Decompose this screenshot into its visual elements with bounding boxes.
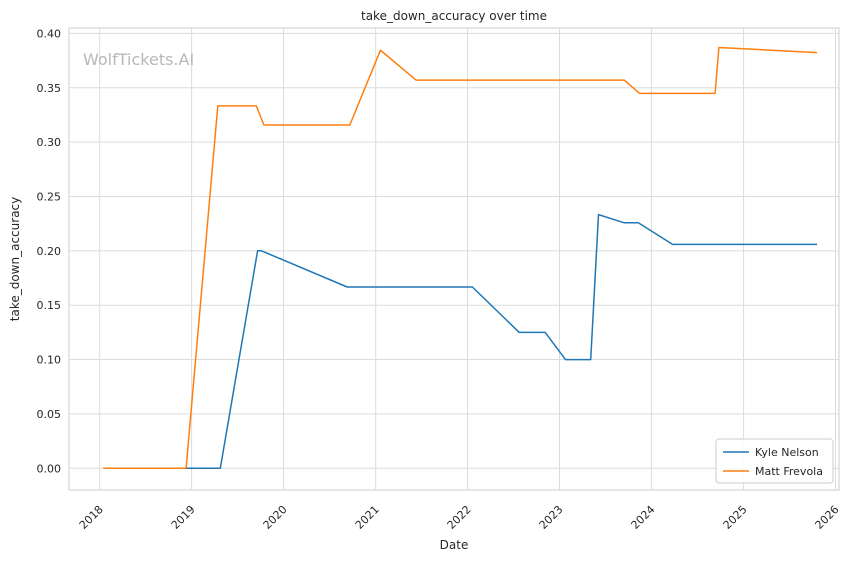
y-tick-label: 0.40 — [37, 27, 62, 40]
x-tick-label: 2019 — [169, 503, 198, 532]
grid-lines — [69, 28, 839, 490]
y-tick-label: 0.35 — [37, 82, 62, 95]
x-tick-label: 2020 — [261, 503, 290, 532]
y-axis-label: take_down_accuracy — [8, 197, 22, 321]
series-lines — [103, 46, 818, 470]
y-tick-label: 0.00 — [37, 462, 62, 475]
x-tick-labels: 2018 2019 2020 2021 2022 2023 2024 2025 2026 — [77, 503, 842, 532]
x-axis-label: Date — [440, 538, 469, 552]
x-tick-label: 2022 — [445, 503, 474, 532]
legend-label-kyle-nelson: Kyle Nelson — [755, 446, 819, 459]
y-tick-label: 0.20 — [37, 245, 62, 258]
chart-title: take_down_accuracy over time — [361, 9, 547, 23]
legend-label-matt-frevola: Matt Frevola — [755, 465, 823, 478]
y-tick-label: 0.05 — [37, 408, 62, 421]
plot-area — [68, 27, 840, 491]
y-tick-label: 0.10 — [37, 354, 62, 367]
x-tick-label: 2023 — [537, 503, 566, 532]
y-tick-label: 0.15 — [37, 299, 62, 312]
watermark: WolfTickets.AI — [83, 50, 194, 69]
series-line-matt-frevola — [103, 46, 818, 470]
legend-box — [715, 438, 834, 484]
series-line-kyle-nelson — [182, 213, 818, 470]
x-tick-label: 2018 — [77, 503, 106, 532]
x-tick-label: 2025 — [721, 503, 750, 532]
y-tick-label: 0.30 — [37, 136, 62, 149]
x-tick-label: 2021 — [353, 503, 382, 532]
y-tick-labels: 0.00 0.05 0.10 0.15 0.20 0.25 0.30 0.35 0.40 — [37, 27, 62, 475]
x-tick-label: 2024 — [629, 503, 658, 532]
legend: Kyle Nelson Matt Frevola — [715, 438, 834, 484]
x-tick-label: 2026 — [813, 503, 842, 532]
y-tick-label: 0.25 — [37, 190, 62, 203]
